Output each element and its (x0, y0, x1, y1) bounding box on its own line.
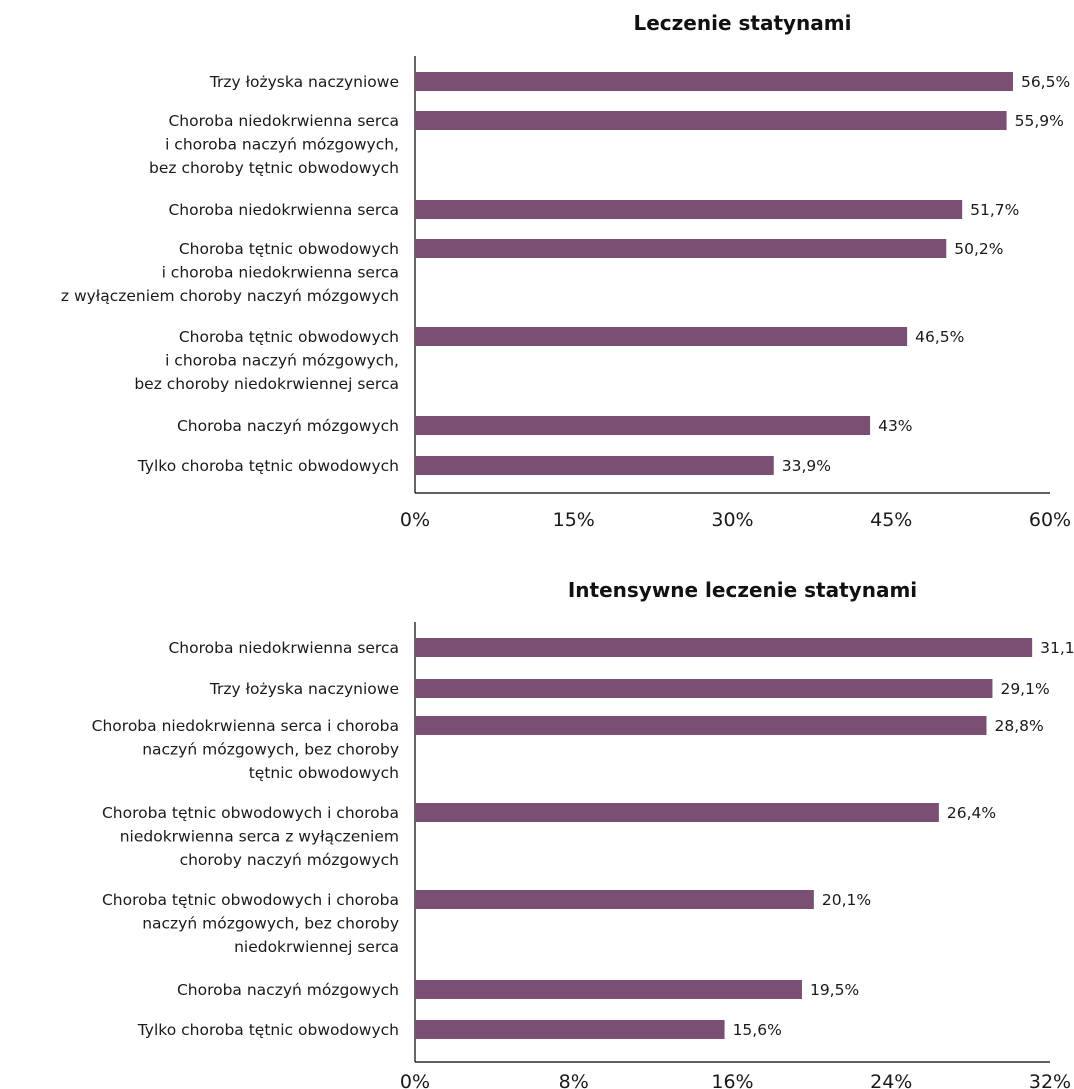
bar (415, 72, 1013, 91)
value-label: 19,5% (810, 981, 859, 999)
value-label: 31,1% (1040, 639, 1074, 657)
category-label: Choroba niedokrwienna serca (168, 201, 399, 219)
bar (415, 890, 814, 909)
x-tick-label: 16% (711, 1071, 753, 1089)
x-tick-label: 60% (1029, 509, 1071, 531)
bar (415, 638, 1032, 657)
category-label: i choroba niedokrwienna serca (162, 264, 399, 282)
x-tick-label: 15% (553, 509, 595, 531)
value-label: 28,8% (995, 717, 1044, 735)
bar (415, 200, 962, 219)
bar (415, 111, 1007, 130)
category-label: Choroba tętnic obwodowych (179, 240, 399, 258)
x-tick-label: 8% (559, 1071, 589, 1089)
category-label: naczyń mózgowych, bez choroby (142, 915, 399, 933)
x-tick-label: 30% (711, 509, 753, 531)
category-label: i choroba naczyń mózgowych, (165, 352, 399, 370)
category-label: Tylko choroba tętnic obwodowych (137, 1021, 399, 1039)
x-tick-label: 32% (1029, 1071, 1071, 1089)
category-label: niedokrwienna serca z wyłączeniem (120, 828, 399, 846)
category-label: Choroba niedokrwienna serca i choroba (92, 717, 399, 735)
value-label: 46,5% (915, 328, 964, 346)
category-label: Choroba naczyń mózgowych (177, 981, 399, 999)
x-tick-label: 0% (400, 509, 430, 531)
category-label: tętnic obwodowych (249, 764, 399, 782)
category-label: niedokrwiennej serca (234, 938, 399, 956)
bar (415, 416, 870, 435)
x-tick-label: 24% (870, 1071, 912, 1089)
chart-title: Leczenie statynami (634, 11, 852, 35)
bar (415, 456, 774, 475)
value-label: 15,6% (733, 1021, 782, 1039)
bar (415, 803, 939, 822)
category-label: Choroba tętnic obwodowych (179, 328, 399, 346)
value-label: 26,4% (947, 804, 996, 822)
category-label: Choroba tętnic obwodowych i choroba (102, 891, 399, 909)
value-label: 51,7% (970, 201, 1019, 219)
category-label: Tylko choroba tętnic obwodowych (137, 457, 399, 475)
category-label: Choroba naczyń mózgowych (177, 417, 399, 435)
category-label: z wyłączeniem choroby naczyń mózgowych (61, 287, 399, 305)
value-label: 20,1% (822, 891, 871, 909)
x-tick-label: 0% (400, 1071, 430, 1089)
value-label: 55,9% (1015, 112, 1064, 130)
category-label: choroby naczyń mózgowych (180, 851, 399, 869)
category-label: Trzy łożyska naczyniowe (209, 73, 399, 91)
category-label: Choroba niedokrwienna serca (168, 639, 399, 657)
category-label: bez choroby tętnic obwodowych (149, 159, 399, 177)
value-label: 56,5% (1021, 73, 1070, 91)
chart-title: Intensywne leczenie statynami (568, 578, 917, 602)
bar (415, 980, 802, 999)
category-label: i choroba naczyń mózgowych, (165, 136, 399, 154)
bar (415, 679, 992, 698)
category-label: Choroba tętnic obwodowych i choroba (102, 804, 399, 822)
bar (415, 1020, 725, 1039)
bar (415, 716, 987, 735)
value-label: 43% (878, 417, 912, 435)
category-label: Trzy łożyska naczyniowe (209, 680, 399, 698)
bar (415, 327, 907, 346)
bar (415, 239, 946, 258)
value-label: 29,1% (1000, 680, 1049, 698)
x-tick-label: 45% (870, 509, 912, 531)
value-label: 50,2% (954, 240, 1003, 258)
category-label: bez choroby niedokrwiennej serca (134, 375, 399, 393)
category-label: Choroba niedokrwienna serca (168, 112, 399, 130)
category-label: naczyń mózgowych, bez choroby (142, 741, 399, 759)
value-label: 33,9% (782, 457, 831, 475)
